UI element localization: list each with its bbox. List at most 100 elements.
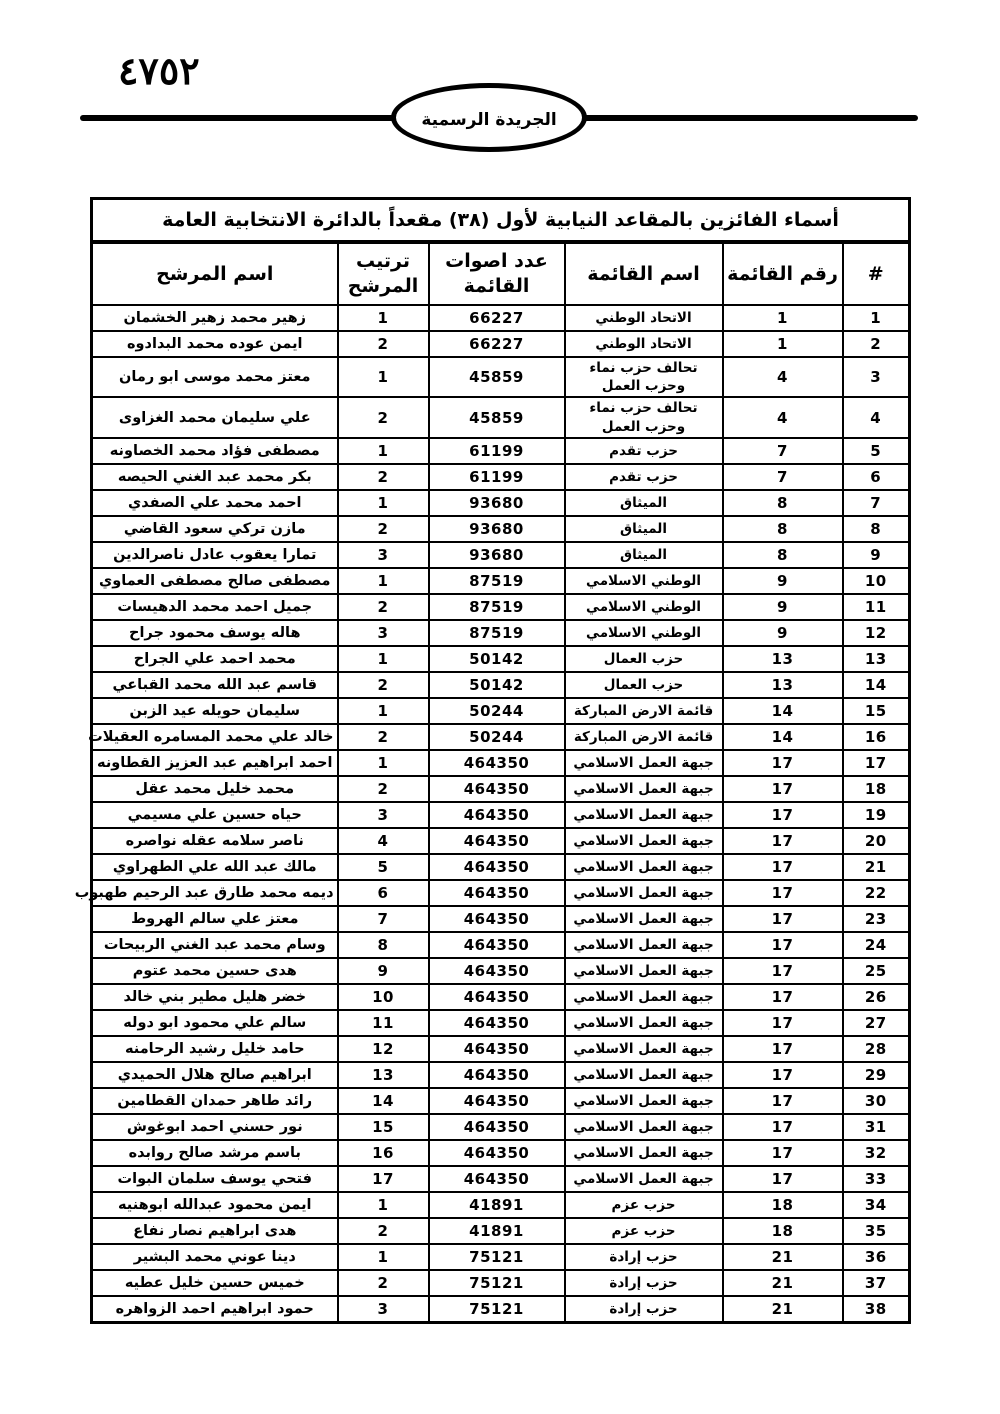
row-list-votes: 464350 [427, 1060, 566, 1089]
row-list-votes: 464350 [427, 800, 566, 829]
table-row: 21 17 جبهة العمل الاسلامي 464350 5 مالك عبد ا… [90, 852, 911, 881]
row-index: 22 [841, 878, 911, 907]
page-number: ٤٧٥٢ [118, 48, 200, 93]
table-row: 32 17 جبهة العمل الاسلامي 464350 16 باسم مرشد… [90, 1138, 911, 1167]
table-row: 38 21 حزب إرادة 75121 3 حمود ابراهيم احمد الز… [90, 1294, 911, 1324]
table-row: 9 8 الميثاق 93680 3 تمارا يعقوب عادل ناصرالدي… [90, 540, 911, 569]
row-index: 24 [841, 930, 911, 959]
row-list-number: 13 [721, 670, 844, 699]
row-list-number: 17 [721, 930, 844, 959]
row-list-name: الميثاق [563, 488, 724, 517]
row-candidate-name: رائد طاهر حمدان القطامين [90, 1086, 339, 1115]
row-list-votes: 464350 [427, 1008, 566, 1037]
row-list-votes: 464350 [427, 748, 566, 777]
table-row: 15 14 قائمة الارض المباركة 50244 1 سليمان حوي… [90, 696, 911, 725]
table-row: 36 21 حزب إرادة 75121 1 دينا عوني محمد البشير [90, 1242, 911, 1271]
row-list-number: 17 [721, 826, 844, 855]
row-candidate-name: تمارا يعقوب عادل ناصرالدين [90, 540, 339, 569]
row-list-votes: 93680 [427, 488, 566, 517]
row-candidate-rank: 2 [336, 670, 430, 699]
row-list-votes: 50142 [427, 670, 566, 699]
row-index: 20 [841, 826, 911, 855]
row-list-number: 8 [721, 514, 844, 543]
table-header-row: # رقم القائمة اسم القائمة عدد اصوات القا… [90, 241, 911, 306]
row-candidate-rank: 14 [336, 1086, 430, 1115]
row-list-name: جبهة العمل الاسلامي [563, 748, 724, 777]
table-title: أسماء الفائزين بالمقاعد النيابية لأول (٣… [90, 197, 911, 244]
row-list-number: 17 [721, 982, 844, 1011]
row-candidate-rank: 9 [336, 956, 430, 985]
row-candidate-rank: 2 [336, 1268, 430, 1297]
table-row: 2 1 الاتحاد الوطني 66227 2 ايمن عوده محمد الب… [90, 330, 911, 358]
row-list-number: 17 [721, 1164, 844, 1193]
row-candidate-rank: 1 [336, 355, 430, 399]
row-index: 5 [841, 436, 911, 465]
table-row: 33 17 جبهة العمل الاسلامي 464350 17 فتحي يوسف… [90, 1164, 911, 1193]
row-candidate-rank: 10 [336, 982, 430, 1011]
gazette-label: الجريدة الرسمية [421, 110, 557, 130]
table-row: 16 14 قائمة الارض المباركة 50244 2 خالد علي م… [88, 722, 911, 751]
row-list-votes: 93680 [427, 540, 566, 569]
row-candidate-name: ديمه محمد طارق عبد الرحيم طهبوب [75, 878, 339, 907]
row-candidate-name: وسام محمد عبد الغني الربيحات [90, 930, 339, 959]
row-list-votes: 464350 [427, 956, 566, 985]
row-list-name: قائمة الارض المباركة [563, 696, 724, 725]
row-candidate-rank: 16 [336, 1138, 430, 1167]
row-list-number: 21 [721, 1294, 844, 1324]
row-index: 12 [841, 618, 911, 647]
row-candidate-rank: 1 [336, 488, 430, 517]
row-candidate-name: خضر هليل مطير بني خالد [90, 982, 339, 1011]
row-candidate-rank: 2 [336, 462, 430, 491]
row-list-name: جبهة العمل الاسلامي [563, 956, 724, 985]
row-candidate-name: قاسم عبد الله محمد القباعي [90, 670, 339, 699]
row-list-number: 17 [721, 1034, 844, 1063]
row-list-votes: 464350 [427, 1112, 566, 1141]
row-index: 33 [841, 1164, 911, 1193]
row-candidate-rank: 6 [336, 878, 430, 907]
table-row: 14 13 حزب العمال 50142 2 قاسم عبد الله محمد ا… [90, 670, 911, 699]
row-list-votes: 66227 [427, 330, 566, 358]
row-index: 25 [841, 956, 911, 985]
row-list-votes: 464350 [427, 904, 566, 933]
row-index: 16 [841, 722, 911, 751]
table-row: 23 17 جبهة العمل الاسلامي 464350 7 معتز علي س… [90, 904, 911, 933]
row-list-number: 14 [721, 696, 844, 725]
row-candidate-rank: 13 [336, 1060, 430, 1089]
row-list-number: 9 [721, 566, 844, 595]
row-list-number: 17 [721, 774, 844, 803]
table-row: 11 9 الوطني الاسلامي 87519 2 جميل احمد محمد ا… [90, 592, 911, 621]
row-list-name: تحالف حزب نماء وحزب العمل [563, 355, 724, 399]
row-list-votes: 66227 [427, 304, 566, 332]
row-candidate-rank: 17 [336, 1164, 430, 1193]
row-list-votes: 464350 [427, 1164, 566, 1193]
row-candidate-rank: 7 [336, 904, 430, 933]
row-list-name: حزب عزم [563, 1190, 724, 1219]
col-header-list-name: اسم القائمة [563, 241, 724, 306]
row-list-votes: 45859 [427, 355, 566, 399]
row-candidate-rank: 1 [336, 1242, 430, 1271]
row-candidate-name: احمد محمد علي الصفدي [90, 488, 339, 517]
row-index: 18 [841, 774, 911, 803]
table-row: 25 17 جبهة العمل الاسلامي 464350 9 هدى حسين م… [90, 956, 911, 985]
row-index: 27 [841, 1008, 911, 1037]
row-list-name: الوطني الاسلامي [563, 618, 724, 647]
row-candidate-name: محمد خليل محمد عقل [90, 774, 339, 803]
table-row: 28 17 جبهة العمل الاسلامي 464350 12 حامد خليل… [90, 1034, 911, 1063]
row-index: 28 [841, 1034, 911, 1063]
row-list-name: الميثاق [563, 514, 724, 543]
row-list-number: 21 [721, 1268, 844, 1297]
row-candidate-rank: 1 [336, 436, 430, 465]
row-candidate-name: هاله يوسف محمود جراح [90, 618, 339, 647]
row-candidate-name: خميس حسين خليل عطيه [90, 1268, 339, 1297]
row-index: 7 [841, 488, 911, 517]
row-candidate-rank: 1 [336, 1190, 430, 1219]
row-candidate-rank: 5 [336, 852, 430, 881]
row-index: 34 [841, 1190, 911, 1219]
row-index: 15 [841, 696, 911, 725]
row-list-name: حزب تقدم [563, 436, 724, 465]
row-candidate-name: حمود ابراهيم احمد الزواهره [90, 1294, 339, 1324]
row-list-votes: 87519 [427, 566, 566, 595]
row-list-name: حزب إرادة [563, 1242, 724, 1271]
col-header-list-number: رقم القائمة [721, 241, 844, 306]
row-candidate-name: ابراهيم صالح هلال الحميدي [90, 1060, 339, 1089]
